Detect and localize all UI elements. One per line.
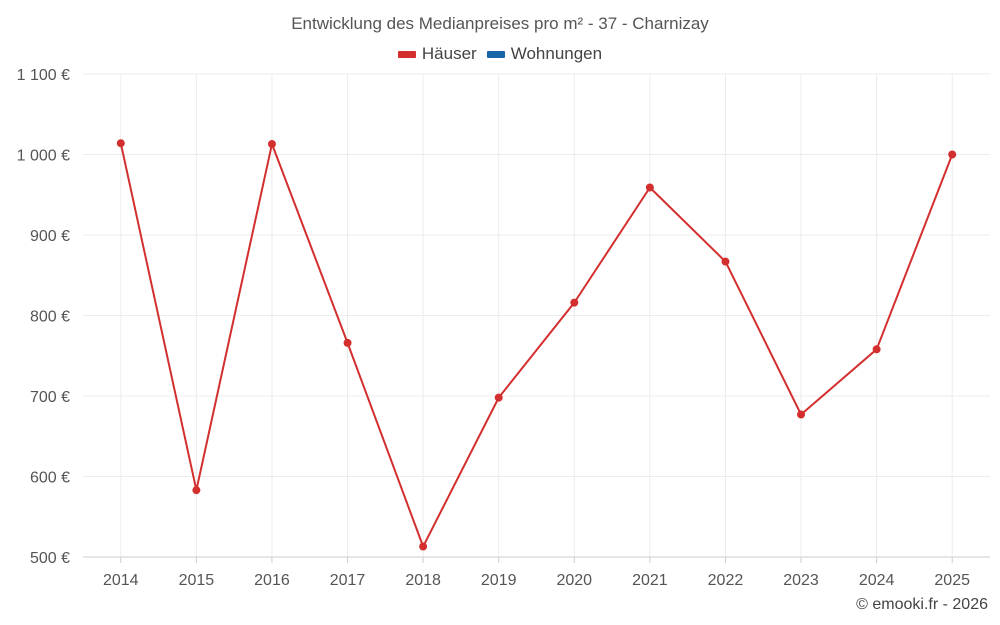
x-tick-label: 2015 <box>179 572 215 589</box>
y-tick-label: 500 € <box>30 550 70 567</box>
y-tick-label: 800 € <box>30 309 70 326</box>
legend-label-wohnungen: Wohnungen <box>510 44 603 63</box>
y-tick-label: 900 € <box>30 228 70 245</box>
legend-label-haeuser: Häuser <box>421 44 477 63</box>
data-point <box>192 486 201 495</box>
legend-swatch-wohnungen <box>486 50 505 58</box>
data-point <box>267 140 276 149</box>
data-point <box>948 150 957 159</box>
data-point <box>645 183 654 192</box>
series-line-0 <box>119 143 954 548</box>
data-point <box>419 542 428 551</box>
x-tick-label: 2022 <box>708 572 744 589</box>
data-point <box>570 298 579 307</box>
chart-title: Entwicklung des Medianpreises pro m² - 3… <box>291 14 709 33</box>
x-tick-label: 2014 <box>103 572 139 589</box>
x-tick-label: 2025 <box>934 572 970 589</box>
data-point <box>494 393 503 402</box>
x-tick-label: 2021 <box>632 572 668 589</box>
x-tick-label: 2024 <box>859 572 895 589</box>
legend-swatch-haeuser <box>397 50 416 58</box>
data-point <box>797 410 806 419</box>
data-point <box>116 139 125 148</box>
y-tick-label: 1 100 € <box>17 67 70 84</box>
data-point <box>872 345 881 354</box>
legend-item-haeuser[interactable]: Häuser <box>397 44 477 64</box>
data-point <box>721 257 730 266</box>
y-tick-label: 700 € <box>30 389 70 406</box>
legend: Häuser Wohnungen <box>0 44 1000 64</box>
data-point <box>343 338 352 347</box>
y-tick-label: 1 000 € <box>17 148 70 165</box>
x-tick-label: 2019 <box>481 572 517 589</box>
y-tick-label: 600 € <box>30 470 70 487</box>
x-tick-label: 2016 <box>254 572 290 589</box>
x-tick-label: 2017 <box>330 572 366 589</box>
x-tick-label: 2023 <box>783 572 819 589</box>
legend-item-wohnungen[interactable]: Wohnungen <box>486 44 603 64</box>
x-tick-label: 2020 <box>556 572 592 589</box>
credit-text: © emooki.fr - 2026 <box>856 596 988 613</box>
x-tick-label: 2018 <box>405 572 441 589</box>
